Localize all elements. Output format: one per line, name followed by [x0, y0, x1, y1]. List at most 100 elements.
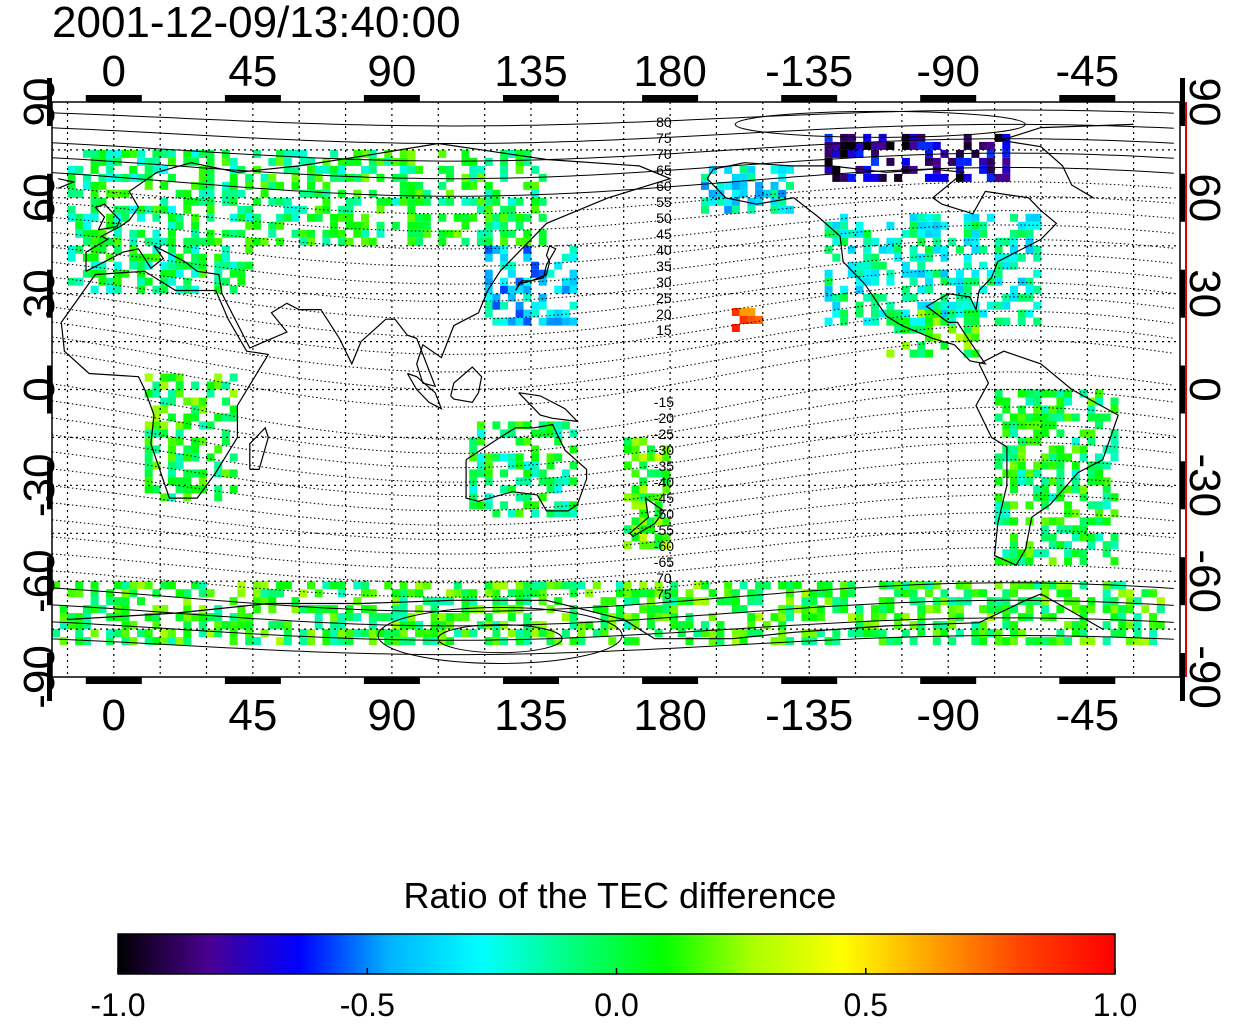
- data-cell: [484, 477, 493, 486]
- data-cell: [515, 461, 524, 470]
- data-cell: [438, 637, 447, 646]
- data-cell: [1110, 533, 1119, 542]
- data-cell: [144, 629, 153, 638]
- data-cell: [106, 597, 115, 606]
- data-cell: [917, 349, 926, 358]
- data-cell: [925, 213, 933, 222]
- data-cell: [345, 629, 354, 638]
- data-cell: [1087, 437, 1096, 446]
- data-cell: [824, 141, 833, 150]
- data-cell: [1002, 157, 1011, 166]
- data-cell: [1010, 557, 1018, 566]
- data-cell: [971, 637, 980, 646]
- data-cell: [755, 316, 764, 324]
- data-cell: [523, 437, 532, 446]
- data-cell: [183, 277, 192, 286]
- data-cell: [1102, 541, 1111, 550]
- data-cell: [569, 461, 578, 470]
- data-cell: [276, 637, 285, 646]
- data-cell: [855, 221, 864, 230]
- data-cell: [1040, 493, 1049, 502]
- data-cell: [948, 637, 957, 646]
- data-cell: [909, 293, 918, 302]
- data-cell: [569, 445, 578, 454]
- data-cell: [160, 237, 169, 246]
- data-cell: [113, 149, 122, 158]
- data-cell: [229, 373, 238, 382]
- data-cell: [1025, 309, 1034, 318]
- data-cell: [229, 285, 238, 294]
- data-region-hawaii: [731, 308, 764, 332]
- data-cell: [283, 149, 292, 158]
- data-cell: [523, 477, 532, 486]
- data-cell: [391, 597, 400, 606]
- data-cell: [307, 605, 315, 614]
- data-cell: [515, 453, 524, 462]
- data-cell: [345, 205, 354, 214]
- data-cell: [1010, 421, 1018, 430]
- data-cell: [639, 437, 648, 446]
- data-cell: [886, 597, 895, 606]
- data-cell: [222, 253, 230, 262]
- data-cell: [121, 581, 130, 590]
- data-cell: [731, 637, 740, 646]
- data-cell: [662, 485, 671, 494]
- data-cell: [1048, 405, 1057, 414]
- data-cell: [476, 461, 485, 470]
- data-cell: [871, 301, 879, 310]
- y-tick-label-left: -90: [15, 645, 64, 709]
- data-cell: [167, 221, 176, 230]
- data-cell: [1087, 501, 1096, 510]
- data-cell: [198, 589, 207, 598]
- data-cell: [840, 221, 849, 230]
- data-cell: [391, 589, 400, 598]
- data-cell: [523, 629, 532, 638]
- data-cell: [183, 157, 192, 166]
- data-cell: [855, 229, 864, 238]
- data-cell: [245, 245, 254, 254]
- data-cell: [1002, 317, 1011, 326]
- data-cell: [160, 405, 169, 414]
- data-cell: [1025, 477, 1034, 486]
- data-cell: [1095, 453, 1103, 462]
- data-cell: [461, 605, 470, 614]
- data-cell: [1056, 429, 1065, 438]
- data-cell: [1125, 621, 1134, 630]
- data-cell: [747, 308, 756, 316]
- data-cell: [1017, 413, 1026, 422]
- y-tick-label-right: 60: [1180, 173, 1229, 222]
- data-cell: [461, 221, 470, 230]
- data-cell: [577, 621, 586, 630]
- data-cell: [894, 613, 903, 622]
- data-cell: [368, 157, 377, 166]
- data-cell: [538, 197, 547, 206]
- data-cell: [160, 181, 169, 190]
- data-cell: [384, 157, 393, 166]
- data-cell: [152, 389, 161, 398]
- data-cell: [422, 189, 431, 198]
- data-cell: [1064, 541, 1073, 550]
- data-cell: [654, 541, 663, 550]
- data-cell: [925, 277, 933, 286]
- data-cell: [245, 613, 254, 622]
- data-cell: [299, 229, 308, 238]
- data-cell: [894, 637, 903, 646]
- data-cell: [113, 189, 122, 198]
- data-cell: [175, 485, 184, 494]
- data-cell: [994, 269, 1003, 278]
- data-cell: [955, 581, 964, 590]
- data-cell: [685, 637, 694, 646]
- data-cell: [932, 581, 941, 590]
- data-cell: [917, 285, 926, 294]
- data-cell: [291, 181, 300, 190]
- data-cell: [82, 173, 91, 182]
- data-cell: [538, 429, 547, 438]
- data-cell: [307, 165, 315, 174]
- data-cell: [198, 189, 207, 198]
- data-cell: [932, 221, 941, 230]
- data-cell: [832, 301, 841, 310]
- contour-line: [52, 512, 1174, 555]
- data-cell: [901, 589, 910, 598]
- data-cell: [461, 613, 470, 622]
